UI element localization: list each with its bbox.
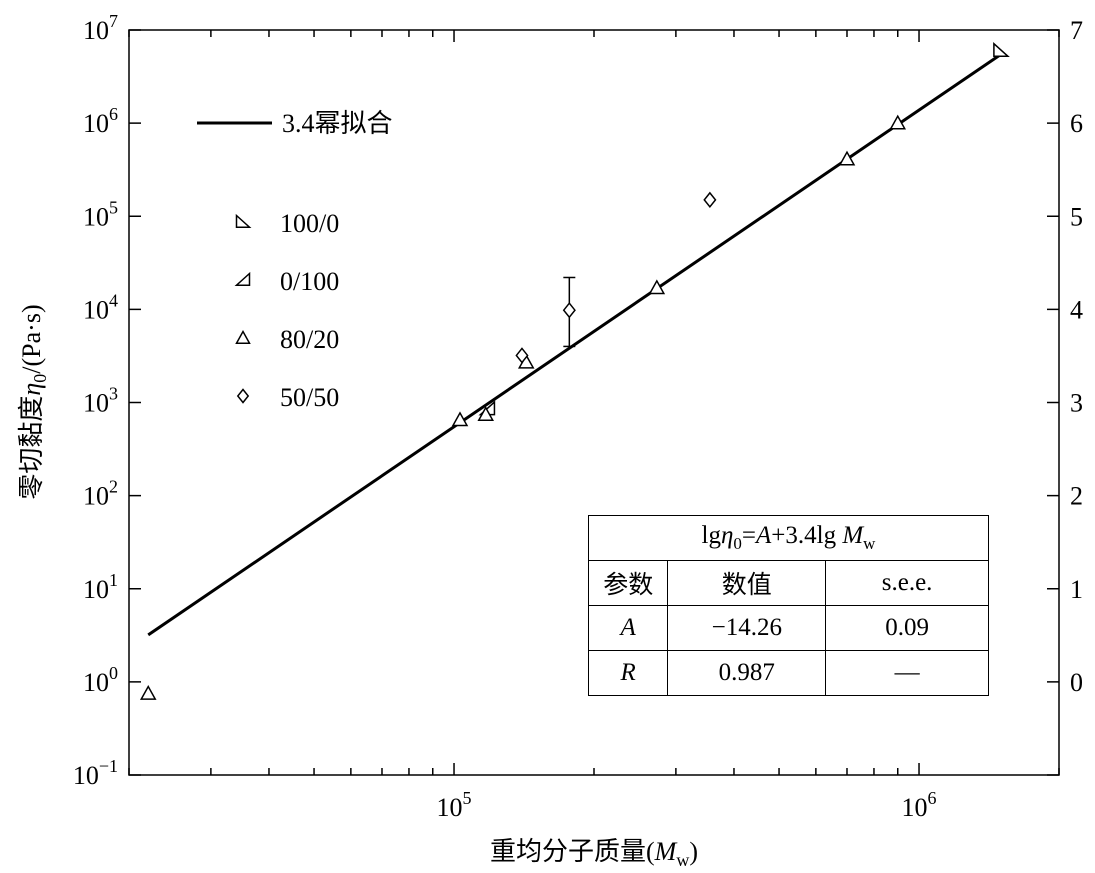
stats-header-value: 数值: [667, 560, 827, 606]
y2-tick-label: 2: [1070, 482, 1083, 511]
y-axis-title: 零切黏度η0/(Pa·s): [17, 304, 50, 499]
stats-cell-see: —: [825, 650, 989, 696]
y-axis-title-prefix: 零切黏度: [17, 396, 46, 500]
y-axis-title-unit: /(Pa·s): [17, 304, 46, 373]
legend-label: 50/50: [280, 383, 339, 412]
y-tick-label: 101: [83, 570, 118, 604]
stats-formula-row: lgη0=A+3.4lg Mw: [588, 515, 989, 561]
legend-label: 100/0: [280, 209, 339, 238]
y2-tick-label: 6: [1070, 109, 1083, 138]
stats-header-see: s.e.e.: [825, 560, 989, 606]
data-point: [889, 114, 907, 130]
x-axis-title-prefix: 重均分子质量(: [490, 837, 655, 866]
formula-lg: lg: [701, 522, 721, 549]
plot-frame: [128, 29, 1060, 776]
y-axis-title-symbol: η: [17, 383, 46, 396]
y2-tick-label: 5: [1070, 202, 1083, 231]
stats-cell-see: 0.09: [825, 605, 989, 651]
stats-cell-value: −14.26: [667, 605, 827, 651]
y2-tick-label: 0: [1070, 668, 1083, 697]
x-axis-title-symbol: M: [654, 837, 678, 866]
legend-label: 0/100: [280, 267, 339, 296]
legend-marker: [236, 388, 250, 404]
x-axis-title-suffix: ): [689, 837, 698, 866]
data-point: [515, 347, 529, 364]
legend-marker: [234, 271, 251, 286]
y2-tick-label: 1: [1070, 575, 1083, 604]
stats-table: lgη0=A+3.4lg Mw 参数 数值 s.e.e. A −14.26 0.…: [587, 515, 989, 696]
stats-header-row: 参数 数值 s.e.e.: [587, 560, 989, 606]
data-point: [703, 191, 717, 209]
legend-fit-label: 3.4幂拟合: [282, 109, 393, 138]
stats-cell-value: 0.987: [667, 650, 827, 696]
x-axis-title-sub: w: [676, 850, 689, 870]
data-point: [451, 411, 469, 427]
x-tick-label: 106: [902, 788, 937, 822]
y-tick-label: 105: [83, 197, 118, 231]
formula-A: A: [756, 522, 772, 549]
y2-tick-label: 3: [1070, 389, 1083, 418]
y2-tick-label: 7: [1070, 16, 1083, 45]
formula-mid: +3.4lg: [771, 522, 843, 549]
y-tick-label: 103: [83, 384, 118, 418]
formula-subw: w: [863, 534, 876, 553]
stats-header-param: 参数: [587, 560, 669, 606]
formula-sub0: 0: [733, 534, 742, 553]
y-tick-label: 107: [83, 11, 118, 45]
legend-marker: [235, 329, 251, 344]
stats-cell-param: A: [587, 605, 669, 651]
data-point: [838, 150, 856, 166]
x-tick-label: 105: [437, 788, 472, 822]
stats-cell-param: R: [587, 650, 669, 696]
data-point: [648, 279, 666, 295]
legend-marker: [235, 213, 252, 228]
stats-formula-cell: lgη0=A+3.4lg Mw: [588, 515, 989, 561]
y-tick-label: 104: [83, 290, 118, 324]
stats-row: R 0.987 —: [587, 650, 989, 696]
y-tick-label: 106: [83, 104, 118, 138]
formula-eta: η: [721, 522, 734, 549]
data-point: [139, 684, 157, 700]
x-axis-title: 重均分子质量(Mw): [490, 837, 698, 870]
y-axis-title-sub: 0: [30, 374, 50, 383]
y-tick-label: 102: [83, 477, 118, 511]
legend-label: 80/20: [280, 325, 339, 354]
data-point: [993, 41, 1010, 58]
formula-eq: =: [741, 522, 757, 549]
fit-line: [147, 53, 1002, 637]
y-tick-label: 10−1: [73, 756, 118, 790]
data-point: [477, 406, 495, 422]
y-tick-label: 100: [83, 663, 118, 697]
stats-row: A −14.26 0.09: [587, 605, 989, 651]
data-point: [562, 301, 576, 319]
formula-M: M: [842, 522, 864, 549]
y2-tick-label: 4: [1070, 295, 1083, 324]
